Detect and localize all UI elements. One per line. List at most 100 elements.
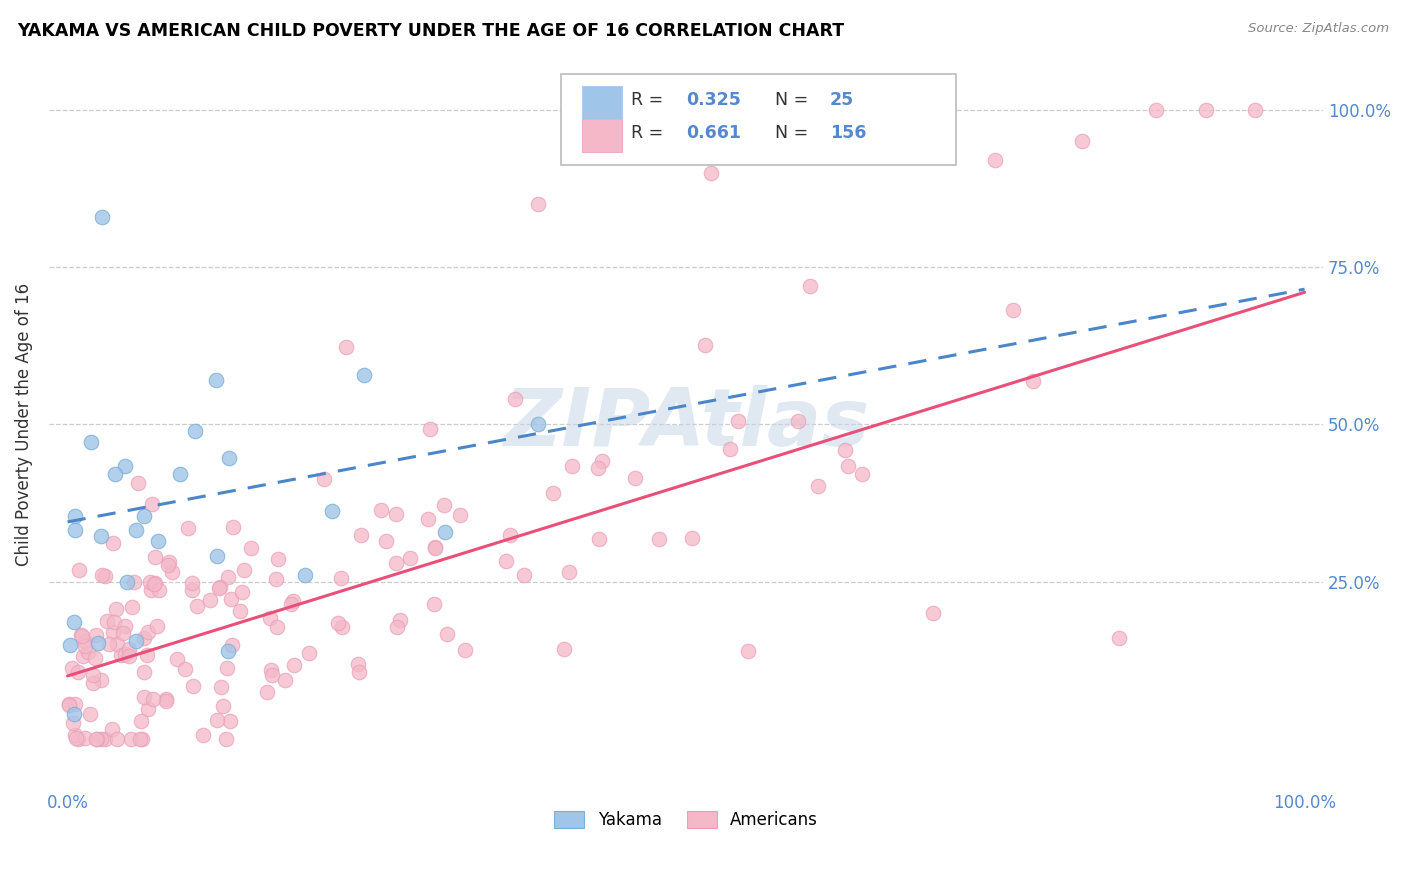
Point (433, 499, 456, 513)
Point (205, 373, 228, 387)
Point (1070, 134, 1092, 148)
Point (330, 619, 353, 633)
Point (142, 692, 165, 706)
Point (314, 472, 336, 486)
Point (87, 636, 110, 650)
Point (232, 563, 254, 577)
Text: R =: R = (631, 124, 669, 142)
Point (80, 434, 103, 449)
Point (134, 665, 156, 680)
Point (837, 458, 859, 473)
Point (624, 471, 647, 485)
Point (143, 577, 166, 591)
Point (799, 279, 821, 293)
Point (350, 528, 373, 542)
Point (129, 714, 152, 728)
Point (65, 509, 87, 524)
Point (1021, 374, 1043, 388)
Point (138, 625, 160, 640)
Point (229, 604, 252, 618)
Point (82, 668, 104, 682)
Point (84, 650, 107, 665)
Point (326, 615, 349, 630)
Point (347, 657, 370, 672)
Point (112, 626, 135, 640)
Point (647, 532, 669, 546)
Point (1194, 103, 1216, 117)
Point (180, 576, 202, 591)
Point (105, 602, 128, 616)
Point (526, 417, 548, 432)
Point (114, 459, 136, 474)
Legend: Yakama, Americans: Yakama, Americans (547, 804, 824, 836)
Point (1144, 103, 1167, 117)
Point (155, 692, 177, 706)
Point (59, 638, 82, 652)
Point (219, 714, 242, 728)
Point (65, 731, 87, 745)
Point (449, 508, 471, 522)
Point (91, 567, 114, 582)
Point (120, 731, 142, 746)
Point (122, 575, 145, 590)
Point (63, 523, 86, 537)
Point (499, 528, 522, 542)
Point (132, 509, 155, 524)
Point (215, 731, 238, 746)
Point (63, 698, 86, 712)
Point (84, 731, 107, 746)
Point (505, 392, 527, 407)
Text: N =: N = (775, 91, 814, 109)
Point (60, 661, 83, 675)
Point (101, 625, 124, 640)
Point (208, 581, 231, 595)
Point (62, 706, 84, 721)
Point (399, 551, 422, 566)
Point (118, 649, 141, 664)
Point (353, 368, 375, 382)
Point (222, 520, 245, 534)
Point (681, 531, 703, 545)
Point (558, 565, 581, 579)
Point (191, 728, 214, 742)
Point (169, 467, 191, 481)
Point (984, 153, 1007, 168)
Point (495, 554, 517, 568)
Point (114, 647, 136, 661)
Point (98, 637, 121, 651)
Point (115, 574, 138, 589)
Point (586, 461, 609, 475)
Text: R =: R = (631, 91, 669, 109)
Point (62, 715, 84, 730)
Point (148, 533, 170, 548)
Point (834, 443, 856, 458)
Point (298, 646, 321, 660)
Point (117, 641, 139, 656)
Point (139, 575, 162, 590)
Point (1244, 103, 1267, 117)
Point (588, 532, 610, 546)
Point (101, 535, 124, 549)
Point (65, 728, 87, 742)
FancyBboxPatch shape (582, 119, 623, 153)
Point (281, 594, 304, 608)
Point (94, 569, 117, 583)
Point (922, 606, 945, 620)
FancyBboxPatch shape (582, 86, 623, 120)
Point (127, 476, 149, 491)
Point (94, 731, 117, 746)
Point (84, 628, 107, 642)
Point (388, 613, 411, 627)
Point (132, 690, 155, 705)
Point (513, 568, 536, 582)
Point (436, 627, 458, 641)
Text: Source: ZipAtlas.com: Source: ZipAtlas.com (1249, 22, 1389, 36)
Point (143, 575, 166, 590)
Point (136, 648, 159, 662)
Point (131, 731, 153, 746)
Point (321, 504, 343, 518)
Point (90, 673, 112, 687)
FancyBboxPatch shape (561, 74, 956, 165)
Point (384, 507, 406, 521)
Point (67, 731, 90, 746)
